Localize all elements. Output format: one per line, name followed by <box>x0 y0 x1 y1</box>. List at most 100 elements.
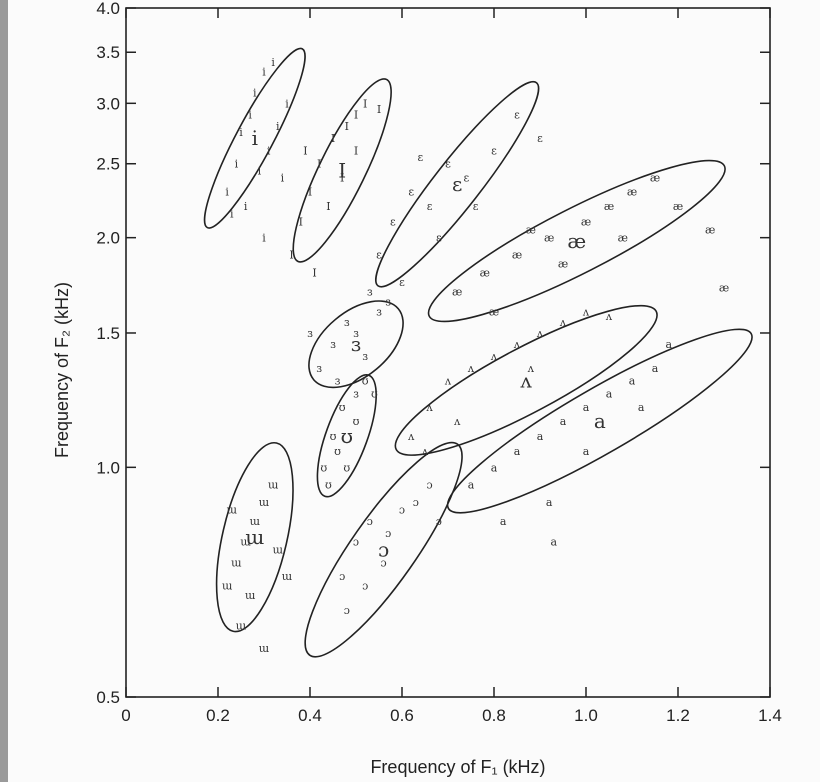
data-point: i <box>267 145 271 158</box>
vowel-region-ellipse <box>292 78 392 263</box>
data-point: ɜ <box>330 338 336 351</box>
data-point: i <box>276 120 280 133</box>
data-point: ʌ <box>582 306 590 319</box>
data-point: ɔ <box>427 478 433 491</box>
data-point: ɔ <box>436 515 442 528</box>
y-tick-label: 3.5 <box>96 43 120 62</box>
vowel-region-label: i <box>252 126 258 150</box>
data-point: I <box>312 267 316 280</box>
axes: 0 0.2 0.4 0.6 0.8 1.0 1.2 1.4 0.5 1.0 1.5 2.0 2.5 3.0… <box>96 0 781 725</box>
data-point: I <box>299 216 303 229</box>
data-point: I <box>303 145 307 158</box>
data-point: ɛ <box>418 151 424 164</box>
data-point: I <box>363 97 367 110</box>
data-point: ɯ <box>231 557 242 570</box>
data-point: a <box>652 362 659 375</box>
data-point: a <box>583 445 590 458</box>
data-point: ɔ <box>353 535 359 548</box>
x-axis-label: Frequency of F₁ (kHz) <box>370 757 545 777</box>
vowel-region-label: ʊ <box>341 424 353 448</box>
data-point: æ <box>526 223 536 236</box>
data-point: ɛ <box>436 232 442 245</box>
y-tick-label: 2.5 <box>96 155 120 174</box>
data-point: a <box>491 461 498 474</box>
data-point: æ <box>673 200 683 213</box>
data-point: ɜ <box>376 306 382 319</box>
data-point: ʊ <box>339 401 346 414</box>
data-point: ʊ <box>362 374 369 387</box>
data-point: i <box>248 109 252 122</box>
data-point: I <box>331 132 335 145</box>
data-point: ɜ <box>307 327 313 340</box>
data-point: I <box>354 145 358 158</box>
data-point: a <box>500 515 507 528</box>
vowel-region-ellipse <box>446 328 753 514</box>
data-point: a <box>583 401 590 414</box>
data-point: æ <box>719 282 729 295</box>
data-point: æ <box>650 171 660 184</box>
data-point: a <box>551 535 558 548</box>
data-point: ʌ <box>425 401 433 414</box>
data-point: ɔ <box>399 504 405 517</box>
data-point: i <box>271 56 275 69</box>
data-point: i <box>285 97 289 110</box>
x-tick-label: 0.6 <box>390 706 414 725</box>
data-point: ɜ <box>362 350 368 363</box>
data-point: a <box>606 387 613 400</box>
data-point: ʊ <box>325 478 332 491</box>
data-point: a <box>638 401 645 414</box>
vowel-region-label: ɔ <box>378 538 389 562</box>
x-tick-label: 0.2 <box>206 706 230 725</box>
data-point: ɛ <box>408 185 414 198</box>
x-tick-label: 0.8 <box>482 706 506 725</box>
vowel-region-ellipse <box>304 441 463 658</box>
data-point: ɛ <box>473 200 479 213</box>
vowel-region-ellipse <box>316 374 377 498</box>
data-point: ɜ <box>367 286 373 299</box>
data-point: ʌ <box>444 374 452 387</box>
data-point: i <box>225 185 229 198</box>
data-point: ɔ <box>362 580 368 593</box>
data-point: i <box>253 86 257 99</box>
data-point: ɜ <box>344 316 350 329</box>
data-point: ʌ <box>527 362 535 375</box>
data-point: i <box>235 158 239 171</box>
data-point: ɜ <box>353 327 359 340</box>
data-point: i <box>230 208 234 221</box>
data-point: i <box>258 164 262 177</box>
y-axis-label: Frequency of F₂ (kHz) <box>52 282 72 458</box>
data-point: ɛ <box>399 276 405 289</box>
vowel-region-label: I <box>338 158 346 182</box>
data-point: æ <box>705 223 715 236</box>
data-point: ɛ <box>390 216 396 229</box>
vowel-region-ellipse <box>203 47 306 229</box>
data-point: ʌ <box>513 338 521 351</box>
data-point: I <box>289 249 293 262</box>
data-point: ɔ <box>367 515 373 528</box>
data-point: ɯ <box>250 515 261 528</box>
data-point: ʊ <box>343 461 350 474</box>
plot-frame <box>125 7 771 698</box>
data-point: ɜ <box>385 295 391 308</box>
y-tick-label: 2.0 <box>96 229 120 248</box>
vowel-region-ellipse <box>427 159 726 323</box>
data-point: æ <box>627 185 637 198</box>
data-point: I <box>326 200 330 213</box>
data-point: æ <box>480 267 490 280</box>
data-point: ʌ <box>559 316 567 329</box>
data-point: I <box>345 120 349 133</box>
data-point: ɯ <box>273 544 284 557</box>
vowel-region-label: ɜ <box>351 332 361 356</box>
data-point: ɔ <box>385 527 391 540</box>
data-point: ʊ <box>371 387 378 400</box>
data-point: ɯ <box>268 478 279 491</box>
data-point: ɯ <box>236 620 247 633</box>
data-point: ʊ <box>320 461 327 474</box>
data-points: iiiiiiiiiiiiiiiiIIIIIIIIIIIIIIIɛɛɛɛɛɛɛɛɛ… <box>222 56 729 655</box>
data-point: a <box>666 338 673 351</box>
data-point: ʌ <box>421 445 429 458</box>
data-point: ɛ <box>514 109 520 122</box>
data-point: æ <box>581 216 591 229</box>
data-point: ɔ <box>413 496 419 509</box>
x-tick-label: 1.0 <box>574 706 598 725</box>
